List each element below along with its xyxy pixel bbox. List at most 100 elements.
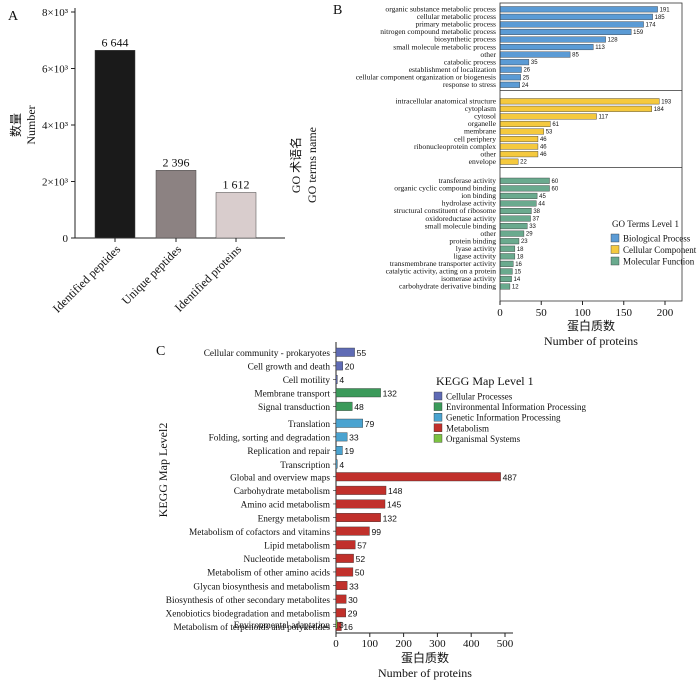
data-label-b: 23: [521, 239, 528, 245]
data-label-b: 191: [660, 7, 671, 13]
category-label-b: cytoplasm: [465, 104, 496, 113]
data-label-c: 3: [339, 620, 344, 630]
bar-b: [499, 177, 550, 184]
data-label-c: 145: [387, 500, 402, 510]
y-axis-label-en-b: GO terms name: [305, 127, 319, 203]
bar-c: [335, 526, 370, 536]
data-label-b: 185: [655, 15, 666, 21]
x-tick-label-b: 150: [616, 307, 633, 319]
category-label-b: nitrogen compound metabolic process: [380, 27, 496, 36]
legend-label-b: Biological Process: [623, 234, 691, 244]
data-label-c: 4: [339, 375, 344, 385]
bar-c: [335, 347, 355, 357]
bar-b: [499, 192, 538, 199]
panel-a: A 0 2×10³ 4×10³ 6×10³ 8×10³ 数量 Number 6 644 Ident…: [8, 7, 285, 316]
category-label-c: Cellular community - prokaryotes: [204, 349, 331, 359]
bar-c: [335, 567, 354, 577]
category-label-b: catalytic activity, acting on a protein: [386, 267, 497, 276]
bar-b: [499, 260, 514, 267]
bar-b: [499, 74, 521, 81]
legend-label-c: Metabolism: [446, 423, 489, 433]
category-label-b: small molecule metabolic process: [393, 42, 496, 51]
category-label-c: Global and overview maps: [230, 474, 330, 484]
data-label-c: 20: [345, 362, 355, 372]
category-label-b: organelle: [468, 119, 497, 128]
bar-c: [335, 446, 343, 455]
category-label-c: Carbohydrate metabolism: [234, 487, 331, 497]
category-label-b: catabolic process: [444, 57, 496, 66]
data-label-c: 48: [354, 402, 364, 412]
panel-label-a: A: [8, 9, 19, 24]
plot-frame-b: [499, 2, 683, 302]
data-label-b: 53: [546, 130, 553, 136]
y-tick-label-a: 0: [63, 233, 69, 245]
category-label-b: cellular metabolic process: [417, 12, 496, 21]
bar-c: [335, 619, 338, 629]
category-label-b: lyase activity: [456, 244, 496, 253]
category-label-c: Lipid metabolism: [264, 542, 331, 552]
y-axis-label-cn-b: GO 术语名: [288, 137, 303, 193]
data-label-c: 4: [339, 460, 344, 470]
bar-b: [499, 245, 516, 252]
bar-b: [499, 66, 522, 73]
x-tick-label-c: 200: [395, 638, 412, 650]
data-label-b: 35: [531, 60, 538, 66]
category-label-b: carbohydrate derivative binding: [399, 282, 496, 291]
data-label-b: 38: [533, 209, 540, 215]
category-label-b: other: [480, 229, 496, 238]
x-tick-label-a: Unique peptides: [119, 242, 185, 308]
category-label-b: small molecule binding: [425, 221, 496, 230]
bar-b: [499, 238, 520, 245]
data-label-c: 33: [349, 433, 359, 443]
bar-b: [499, 105, 653, 112]
x-tick-label-b: 100: [574, 307, 591, 319]
bar-c: [335, 418, 363, 428]
bar-c: [335, 485, 387, 495]
legend-label-b: Cellular Component: [623, 245, 697, 255]
bar-c: [335, 361, 343, 371]
x-tick-label-b: 50: [536, 307, 548, 319]
data-label-b: 18: [517, 247, 524, 253]
bar-b: [499, 268, 513, 275]
bar-b: [499, 253, 516, 260]
category-label-b: ribonucleoprotein complex: [414, 142, 496, 151]
category-label-b: establishment of localization: [409, 65, 497, 74]
legend-swatch-c: [433, 391, 443, 401]
legend-label-c: Organismal Systems: [446, 434, 521, 444]
bar-c: [335, 459, 338, 469]
data-label-b: 117: [599, 114, 609, 120]
data-label-b: 26: [523, 68, 530, 74]
bar-c: [335, 499, 386, 509]
category-label-b: other: [480, 149, 496, 158]
data-label-b: 46: [540, 152, 547, 158]
data-label-b: 46: [540, 137, 547, 143]
y-axis-label-cn-a: 数量: [8, 113, 23, 137]
x-axis-label-en-c: Number of proteins: [378, 666, 472, 680]
data-label-b: 24: [522, 83, 529, 89]
category-label-c: Metabolism of terpenoids and polyketides: [174, 622, 331, 633]
y-tick-label-a: 4×10³: [42, 120, 69, 132]
bar-b: [499, 230, 525, 237]
data-label-b: 193: [661, 99, 672, 105]
category-label-c: Xenobiotics biodegradation and metabolis…: [166, 610, 331, 620]
data-label-c: 148: [388, 486, 403, 496]
category-label-b: isomerase activity: [441, 274, 496, 283]
category-label-b: oxidoreductase activity: [425, 214, 496, 223]
data-label-b: 12: [512, 285, 519, 291]
data-label-a: 2 396: [163, 155, 190, 169]
category-label-c: Metabolism of cofactors and vitamins: [189, 527, 330, 538]
category-label-b: primary metabolic process: [415, 20, 496, 29]
bar-b: [499, 36, 606, 43]
category-label-b: membrane: [464, 127, 497, 136]
bar-c: [335, 401, 353, 411]
bar-b: [499, 28, 632, 35]
category-label-c: Metabolism of other amino acids: [207, 568, 330, 579]
bar-b: [499, 113, 597, 120]
x-axis-label-cn-c: 蛋白质数: [401, 650, 449, 665]
y-axis-label-en-a: Number: [24, 105, 38, 144]
data-label-b: 14: [514, 277, 521, 283]
data-label-c: 19: [344, 446, 354, 456]
bar-b: [499, 13, 653, 20]
